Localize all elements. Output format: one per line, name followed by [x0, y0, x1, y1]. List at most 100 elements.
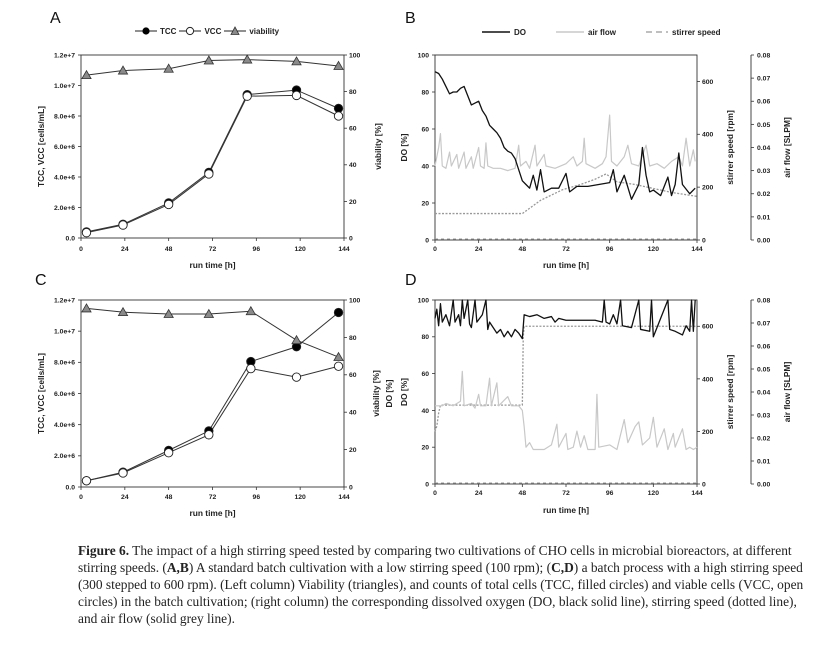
series-line-do-d	[434, 299, 696, 340]
legend-vcc-marker	[179, 26, 202, 36]
x-axis-title-a: run time [h]	[189, 260, 235, 270]
y2-tick-label-a: 0	[349, 235, 353, 242]
y-tick-label-a: 1.0e+7	[54, 83, 75, 90]
y-tick-label-d: 60	[421, 371, 429, 378]
y2-axis-title-a: viability [%]	[373, 123, 383, 170]
y-tick-label-b: 0	[425, 237, 429, 244]
y-tick-label-b: 20	[421, 200, 429, 207]
y-tick-label-b: 100	[418, 52, 430, 59]
y2-tick-label-c: 60	[349, 372, 357, 379]
vcc-marker	[164, 199, 174, 210]
x-tick-label-c: 144	[338, 494, 350, 501]
air-flow-tick-label-d: 0.00	[757, 481, 770, 488]
y2-tick-label-a: 60	[349, 126, 357, 133]
air-flow-tick-label-b: 0.08	[757, 52, 770, 59]
y-tick-label-c: 0.0	[66, 484, 76, 491]
y-tick-label-d: 80	[421, 334, 429, 341]
air-flow-tick-label-d: 0.08	[757, 297, 770, 304]
panel-letter-d: D	[405, 272, 417, 289]
y-tick-label-a: 2.0e+6	[54, 205, 75, 212]
x-tick-label-a: 96	[253, 246, 261, 253]
viability-marker	[163, 63, 174, 73]
legend-air-flow-line	[556, 31, 584, 33]
air-flow-tick-label-d: 0.06	[757, 343, 770, 350]
viability-marker	[203, 308, 215, 318]
y-tick-label-a: 0.0	[66, 235, 76, 242]
caption-text-2: ) A standard batch cultivation with a lo…	[188, 559, 552, 575]
y3-axis-title-c: DO [%]	[384, 379, 394, 407]
plot-frame-a	[80, 54, 345, 239]
vcc-marker	[291, 90, 302, 101]
y2-tick-label-b: 400	[702, 132, 714, 139]
vcc-marker	[81, 476, 92, 486]
caption-panels-ab: A,B	[166, 559, 189, 575]
panel-letter-b: B	[405, 10, 416, 27]
y2-axis-title-d: stirrer speed [rpm]	[725, 355, 735, 430]
y-axis-title-a: TCC, VCC [cells/mL]	[36, 106, 46, 187]
y-tick-label-c: 8.0e+6	[54, 360, 75, 367]
y2-tick-label-b: 600	[702, 79, 714, 86]
caption-text-3: ) a batch process with a high stirring s…	[78, 559, 804, 626]
x-tick-label-a: 24	[121, 246, 129, 253]
x-tick-label-a: 0	[79, 246, 83, 253]
x-tick-label-b: 48	[519, 246, 527, 253]
x-tick-label-c: 24	[121, 494, 129, 501]
y2-tick-label-a: 80	[349, 89, 357, 96]
y2-tick-label-d: 0	[702, 481, 706, 488]
y-tick-label-c: 1.0e+7	[54, 329, 75, 336]
y-axis-title-b: DO [%]	[399, 133, 409, 161]
x-tick-label-a: 144	[338, 246, 350, 253]
y-tick-label-b: 40	[421, 163, 429, 170]
x-tick-label-b: 144	[691, 246, 703, 253]
viability-marker	[291, 334, 302, 345]
x-tick-label-b: 120	[648, 246, 660, 253]
air-flow-tick-label-d: 0.01	[757, 458, 770, 465]
vcc-marker	[242, 91, 252, 101]
legend-cell-counts: TCC VCC viability	[135, 26, 279, 36]
y-tick-label-c: 4.0e+6	[54, 422, 75, 429]
legend-stirrer-line	[646, 31, 669, 33]
y-tick-label-a: 8.0e+6	[54, 113, 75, 120]
y2-tick-label-a: 20	[349, 199, 357, 206]
y2-tick-label-d: 200	[702, 429, 714, 436]
y-tick-label-c: 1.2e+7	[54, 297, 75, 304]
x-tick-label-d: 96	[606, 490, 614, 497]
y-tick-label-c: 6.0e+6	[54, 391, 75, 398]
tcc-marker	[333, 307, 344, 318]
y-tick-label-a: 4.0e+6	[54, 174, 75, 181]
x-tick-label-c: 120	[294, 494, 306, 501]
y3-axis-title-b: air flow [SLPM]	[782, 117, 792, 178]
x-tick-label-b: 96	[606, 246, 614, 253]
y-tick-label-a: 6.0e+6	[54, 144, 75, 151]
x-tick-label-d: 72	[562, 490, 570, 497]
vcc-marker	[164, 448, 174, 458]
vcc-marker	[118, 468, 128, 478]
air-flow-tick-label-d: 0.07	[757, 320, 770, 327]
viability-marker	[117, 65, 129, 75]
y-tick-label-b: 80	[421, 89, 429, 96]
vcc-marker	[81, 228, 92, 238]
air-flow-tick-label-b: 0.00	[757, 237, 770, 244]
panel-letter-a: A	[50, 10, 61, 27]
series-line-stirrer-speed-b	[435, 173, 698, 215]
y2-tick-label-c: 80	[349, 335, 357, 342]
y-tick-label-d: 100	[418, 297, 430, 304]
y-axis-title-c: TCC, VCC [cells/mL]	[36, 353, 46, 434]
y2-tick-label-c: 20	[349, 447, 357, 454]
plot-frame-d	[434, 299, 698, 485]
series-line-do-b	[434, 71, 696, 200]
viability-marker	[245, 305, 257, 316]
viability-marker	[81, 69, 92, 80]
viability-marker	[81, 303, 92, 313]
x-axis-title-c: run time [h]	[189, 508, 235, 518]
legend-air-flow-label: air flow	[588, 27, 617, 37]
y2-tick-label-c: 40	[349, 410, 357, 417]
viability-marker	[241, 54, 253, 64]
y3-axis-title-d: air flow [SLPM]	[782, 362, 792, 423]
air-flow-tick-label-b: 0.03	[757, 168, 770, 175]
vcc-marker	[204, 430, 214, 440]
x-tick-label-a: 120	[294, 246, 306, 253]
panel-letter-c: C	[35, 272, 47, 289]
series-line-air-flow-d	[435, 370, 698, 451]
y2-tick-label-a: 40	[349, 162, 357, 169]
